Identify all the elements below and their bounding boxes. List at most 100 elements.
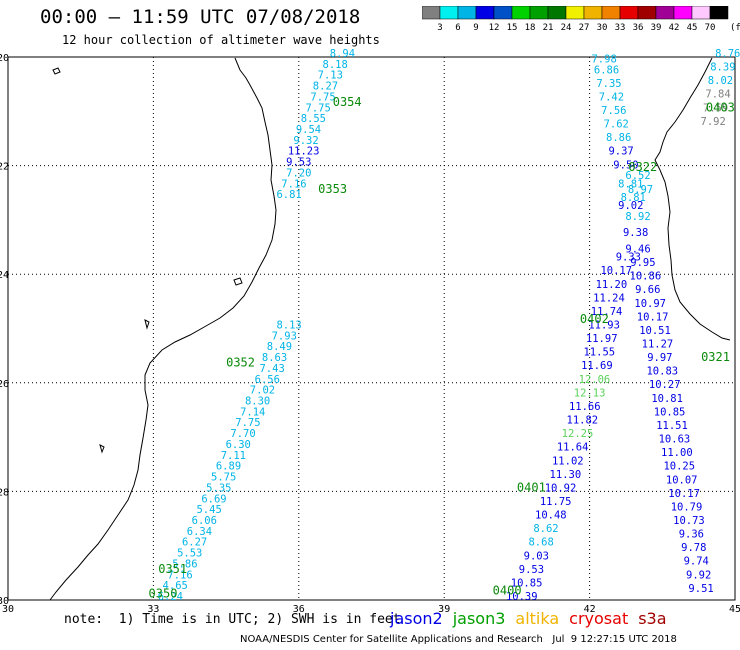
wave-height-value: 9.46 <box>625 243 650 255</box>
pass-time-label: 0351 <box>158 562 187 576</box>
color-tick-label: 12 <box>489 23 500 33</box>
wave-height-value: 7.14 <box>240 406 265 418</box>
lat-tick-label: -20 <box>0 53 9 64</box>
wave-height-value: 10.51 <box>639 325 671 337</box>
wave-height-value: 9.53 <box>519 564 544 576</box>
legend-entry-jason2: jason2 <box>390 609 443 628</box>
wave-height-value: 11.00 <box>661 447 693 459</box>
wave-height-value: 10.48 <box>535 510 567 522</box>
wave-height-value: 9.53 <box>286 157 311 169</box>
pass-time-label: 0400 <box>493 584 522 598</box>
wave-height-value: 7.35 <box>596 78 621 90</box>
lon-tick-label: 36 <box>293 604 305 615</box>
legend-entry-jason3: jason3 <box>452 609 506 628</box>
wave-height-value: 10.17 <box>637 311 669 323</box>
wave-height-value: 10.17 <box>600 265 632 277</box>
legend-entry-s3a: s3a <box>638 609 667 628</box>
color-tick-label: 45 <box>687 23 698 33</box>
wave-height-value: 8.27 <box>313 81 338 93</box>
wave-height-value: 11.82 <box>567 415 599 427</box>
color-tick-label: 3 <box>437 23 442 33</box>
wave-height-value: 6.30 <box>226 439 251 451</box>
lat-lon-grid <box>7 56 736 601</box>
wave-height-value: 8.55 <box>301 113 326 125</box>
map-title: 00:00 – 11:59 UTC 07/08/2018 <box>40 6 361 28</box>
lat-tick-label: -26 <box>0 379 9 390</box>
wave-height-value: 5.86 <box>172 558 197 570</box>
legend-entry-cryosat: cryosat <box>569 609 629 628</box>
wave-height-value: 8.18 <box>323 59 348 71</box>
pass-time-label: 0352 <box>226 356 255 370</box>
color-tick-label: 21 <box>543 23 554 33</box>
wave-height-value: 11.24 <box>593 292 625 304</box>
wave-height-value: 10.73 <box>673 515 705 527</box>
wave-height-value: 7.75 <box>310 91 335 103</box>
lon-tick-label: 45 <box>729 604 740 615</box>
madagascar-coastline <box>654 57 731 341</box>
wave-height-value: 9.32 <box>293 135 318 147</box>
wave-height-value: 7.16 <box>281 178 306 190</box>
wave-height-value: 9.74 <box>684 556 709 568</box>
wave-height-value: 10.27 <box>649 379 681 391</box>
credit-line: NOAA/NESDIS Center for Satellite Applica… <box>240 634 677 645</box>
axis-tick-labels: 30 33 36 39 42 45 -20 -22 -24 -26 -28 -30 <box>0 53 740 615</box>
lon-tick-label: 42 <box>584 604 596 615</box>
pass-time-label: 0322 <box>628 160 657 174</box>
color-swatch <box>709 6 729 20</box>
wave-height-value: 7.20 <box>286 167 311 179</box>
wave-height-value: 6.81 <box>276 189 301 201</box>
wave-height-value: 7.62 <box>604 119 629 131</box>
wave-height-value: 7.11 <box>221 450 246 462</box>
wave-height-value: 10.97 <box>634 298 666 310</box>
lat-tick-label: -28 <box>0 487 9 498</box>
wave-height-value: 9.66 <box>635 284 660 296</box>
wave-height-value: 7.84 <box>705 89 730 101</box>
wave-height-value: 6.06 <box>192 515 217 527</box>
wave-height-value: 8.39 <box>710 62 735 74</box>
wave-height-value: 8.49 <box>267 341 292 353</box>
color-tick-label: 18 <box>525 23 536 33</box>
wave-height-value: 6.56 <box>255 374 280 386</box>
pass-time-label: 0403 <box>706 100 735 114</box>
wave-height-value: 10.39 <box>506 591 538 603</box>
satellite-tracks: 8.948.187.138.277.757.758.559.549.3211.2… <box>158 48 740 603</box>
wave-height-value: 11.75 <box>540 496 572 508</box>
pass-time-label: 0401 <box>517 480 546 494</box>
wave-height-value: 9.02 <box>618 200 643 212</box>
lat-tick-label: -24 <box>0 270 9 281</box>
wave-height-value: 8.02 <box>708 75 733 87</box>
wave-height-value: 6.27 <box>182 537 207 549</box>
color-tick-label: 33 <box>615 23 626 33</box>
pass-time-label: 0402 <box>580 312 609 326</box>
island <box>144 319 150 330</box>
wave-height-value: 6.86 <box>594 64 619 76</box>
wave-height-value: 10.83 <box>646 366 678 378</box>
wave-height-value: 6.69 <box>201 493 226 505</box>
wave-height-value: 11.64 <box>557 442 589 454</box>
pass-time-label: 0353 <box>318 182 347 196</box>
wave-height-value: 12.06 <box>579 374 611 386</box>
wave-height-value: 6.24 <box>158 591 183 603</box>
wave-height-value: 11.20 <box>596 279 628 291</box>
wave-height-value: 11.02 <box>552 455 584 467</box>
wave-height-value: 8.81 <box>618 178 643 190</box>
island <box>233 277 243 286</box>
wave-height-value: 12.13 <box>574 387 606 399</box>
wave-height-value: 8.86 <box>606 132 631 144</box>
wave-height-value: 7.02 <box>250 385 275 397</box>
wave-height-value: 7.59 <box>703 102 728 114</box>
wave-height-value: 10.63 <box>659 434 691 446</box>
wave-height-value: 6.34 <box>187 526 212 538</box>
color-tick-label: 70 <box>705 23 716 33</box>
wave-height-value: 9.36 <box>679 529 704 541</box>
wave-height-value: 7.16 <box>167 569 192 581</box>
wave-height-value: 9.97 <box>647 352 672 364</box>
wave-height-value: 9.38 <box>623 227 648 239</box>
wave-height-value: 7.75 <box>235 417 260 429</box>
wave-height-value: 5.75 <box>211 472 236 484</box>
lon-tick-label: 33 <box>147 604 159 615</box>
wave-height-value: 7.42 <box>599 91 624 103</box>
lon-tick-label: 39 <box>438 604 450 615</box>
wave-height-value: 9.54 <box>296 124 321 136</box>
